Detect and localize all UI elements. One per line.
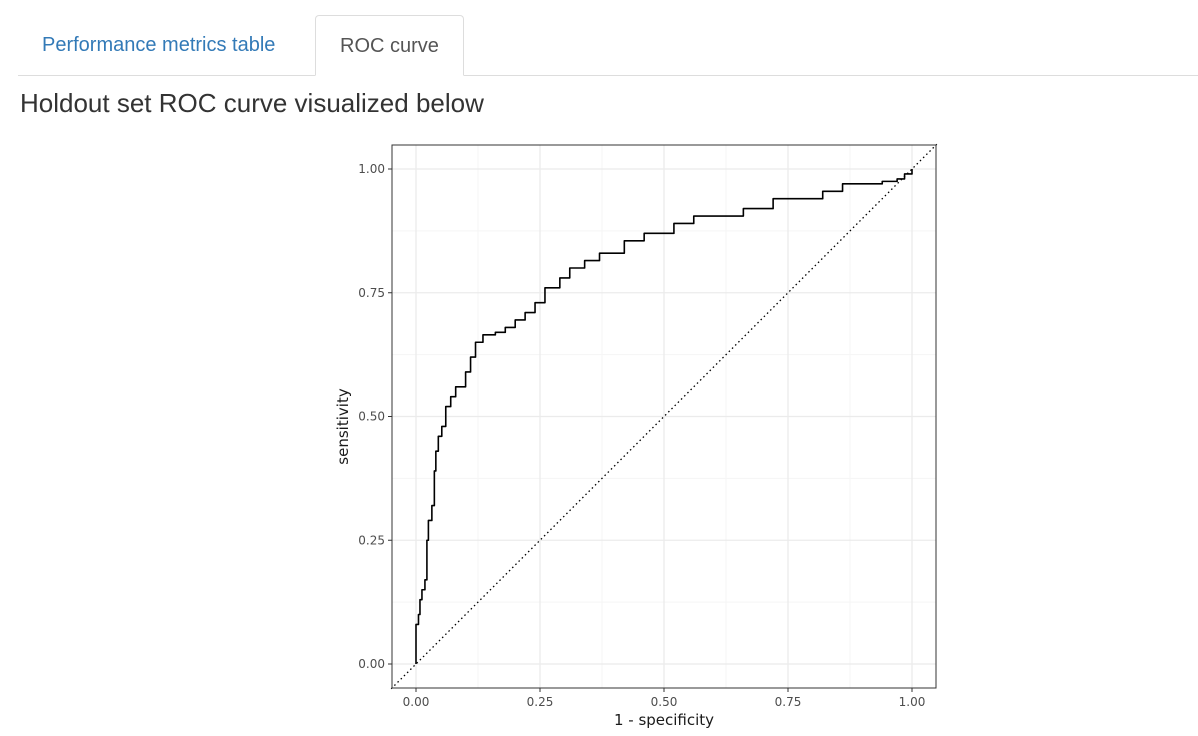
grid-major-lines xyxy=(392,145,936,688)
y-axis-title: sensitivity xyxy=(334,388,352,465)
y-tick-label: 0.50 xyxy=(358,410,385,424)
roc-chart: 0.00 0.25 0.50 0.75 1.00 0.00 0.25 0.50 0.75 1.0… xyxy=(334,143,938,729)
y-axis: 0.00 0.25 0.50 0.75 1.00 xyxy=(358,162,392,671)
x-tick-label: 1.00 xyxy=(899,695,926,709)
x-axis-title: 1 - specificity xyxy=(614,711,714,729)
tab-bar: Performance metrics table ROC curve xyxy=(18,15,1198,76)
page-title: Holdout set ROC curve visualized below xyxy=(20,88,484,118)
y-tick-label: 0.25 xyxy=(358,533,385,547)
roc-curve-line xyxy=(415,169,913,664)
y-tick-label: 0.00 xyxy=(358,657,385,671)
tab-performance-metrics-table[interactable]: Performance metrics table xyxy=(42,34,276,56)
y-tick-label: 0.75 xyxy=(358,286,385,300)
y-tick-label: 1.00 xyxy=(358,162,385,176)
x-tick-label: 0.00 xyxy=(403,695,430,709)
roc-curve-series xyxy=(415,169,913,664)
x-tick-label: 0.50 xyxy=(651,695,678,709)
x-axis: 0.00 0.25 0.50 0.75 1.00 xyxy=(403,688,926,709)
x-tick-label: 0.75 xyxy=(775,695,802,709)
x-tick-label: 0.25 xyxy=(527,695,554,709)
tab-roc-curve[interactable]: ROC curve xyxy=(315,15,464,76)
